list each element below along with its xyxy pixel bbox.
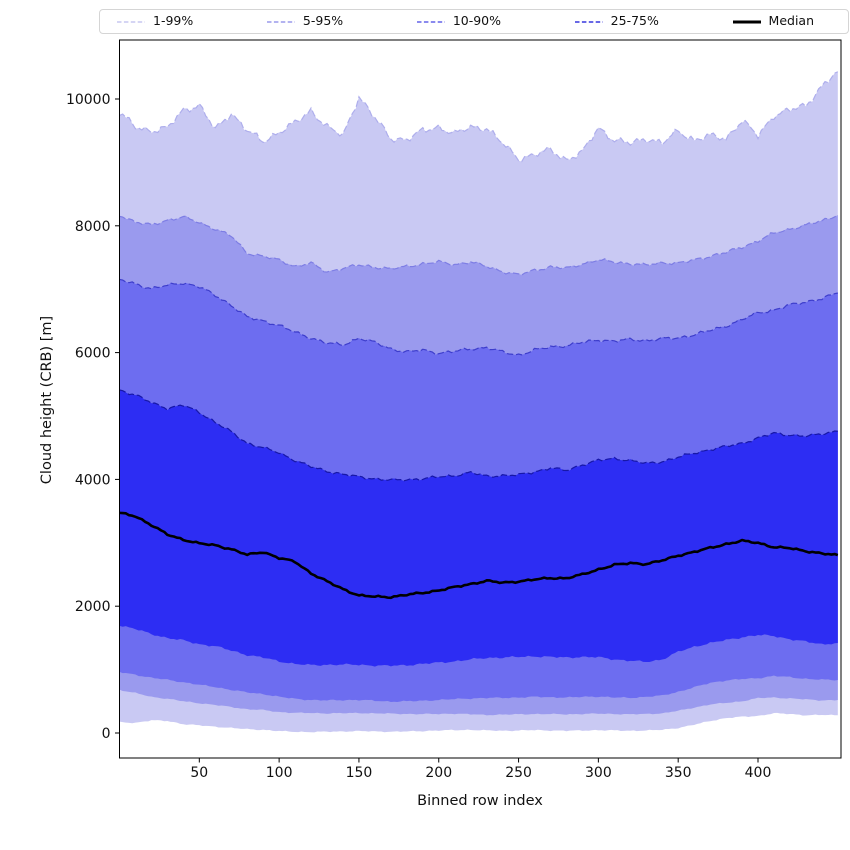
percentile-line-p75	[119, 389, 838, 482]
y-axis-label: Cloud height (CRB) [m]	[39, 315, 55, 485]
legend-item-label: 10-90%	[452, 13, 502, 29]
x-tick-label: 250	[505, 765, 532, 781]
percentile-line-p99	[119, 71, 839, 163]
percentile-line-p90	[119, 278, 838, 356]
legend-line-band-10-90	[416, 20, 445, 23]
y-tick-label: 10000	[66, 92, 111, 108]
x-tick-label: 350	[665, 765, 692, 781]
y-tick-label: 0	[102, 726, 111, 742]
x-tick-label: 100	[266, 765, 293, 781]
legend-item-median: Median	[732, 15, 814, 28]
x-axis-label: Binned row index	[417, 793, 543, 809]
legend-item-band-5-95: 5-95%	[266, 15, 343, 28]
y-tick-label: 6000	[75, 346, 111, 362]
y-tick-label: 2000	[75, 599, 111, 615]
legend-item-band-1-99: 1-99%	[116, 15, 193, 28]
band-fill-25-75	[119, 390, 838, 667]
legend: 1-99% 5-95% 10-90% 25-75% Median	[99, 9, 849, 34]
legend-item-label: 1-99%	[153, 13, 194, 29]
legend-item-band-25-75: 25-75%	[574, 15, 659, 28]
legend-line-median	[732, 20, 761, 23]
percentile-line-p95	[119, 214, 839, 276]
x-tick-label: 50	[190, 765, 208, 781]
axes-box	[119, 39, 842, 759]
legend-item-band-10-90: 10-90%	[416, 15, 501, 28]
y-tick-label: 8000	[75, 219, 111, 235]
legend-line-band-1-99	[117, 20, 145, 23]
x-tick-label: 150	[346, 765, 373, 781]
x-tick-label: 400	[745, 765, 772, 781]
y-tick-label: 4000	[75, 472, 111, 488]
legend-line-band-5-95	[266, 20, 295, 23]
legend-item-label: Median	[768, 13, 814, 29]
x-tick-label: 300	[585, 765, 612, 781]
legend-line-band-25-75	[574, 20, 603, 23]
median-line	[119, 511, 839, 600]
legend-item-label: 5-95%	[302, 13, 344, 29]
x-tick-label: 200	[425, 765, 452, 781]
legend-item-label: 25-75%	[610, 13, 659, 29]
